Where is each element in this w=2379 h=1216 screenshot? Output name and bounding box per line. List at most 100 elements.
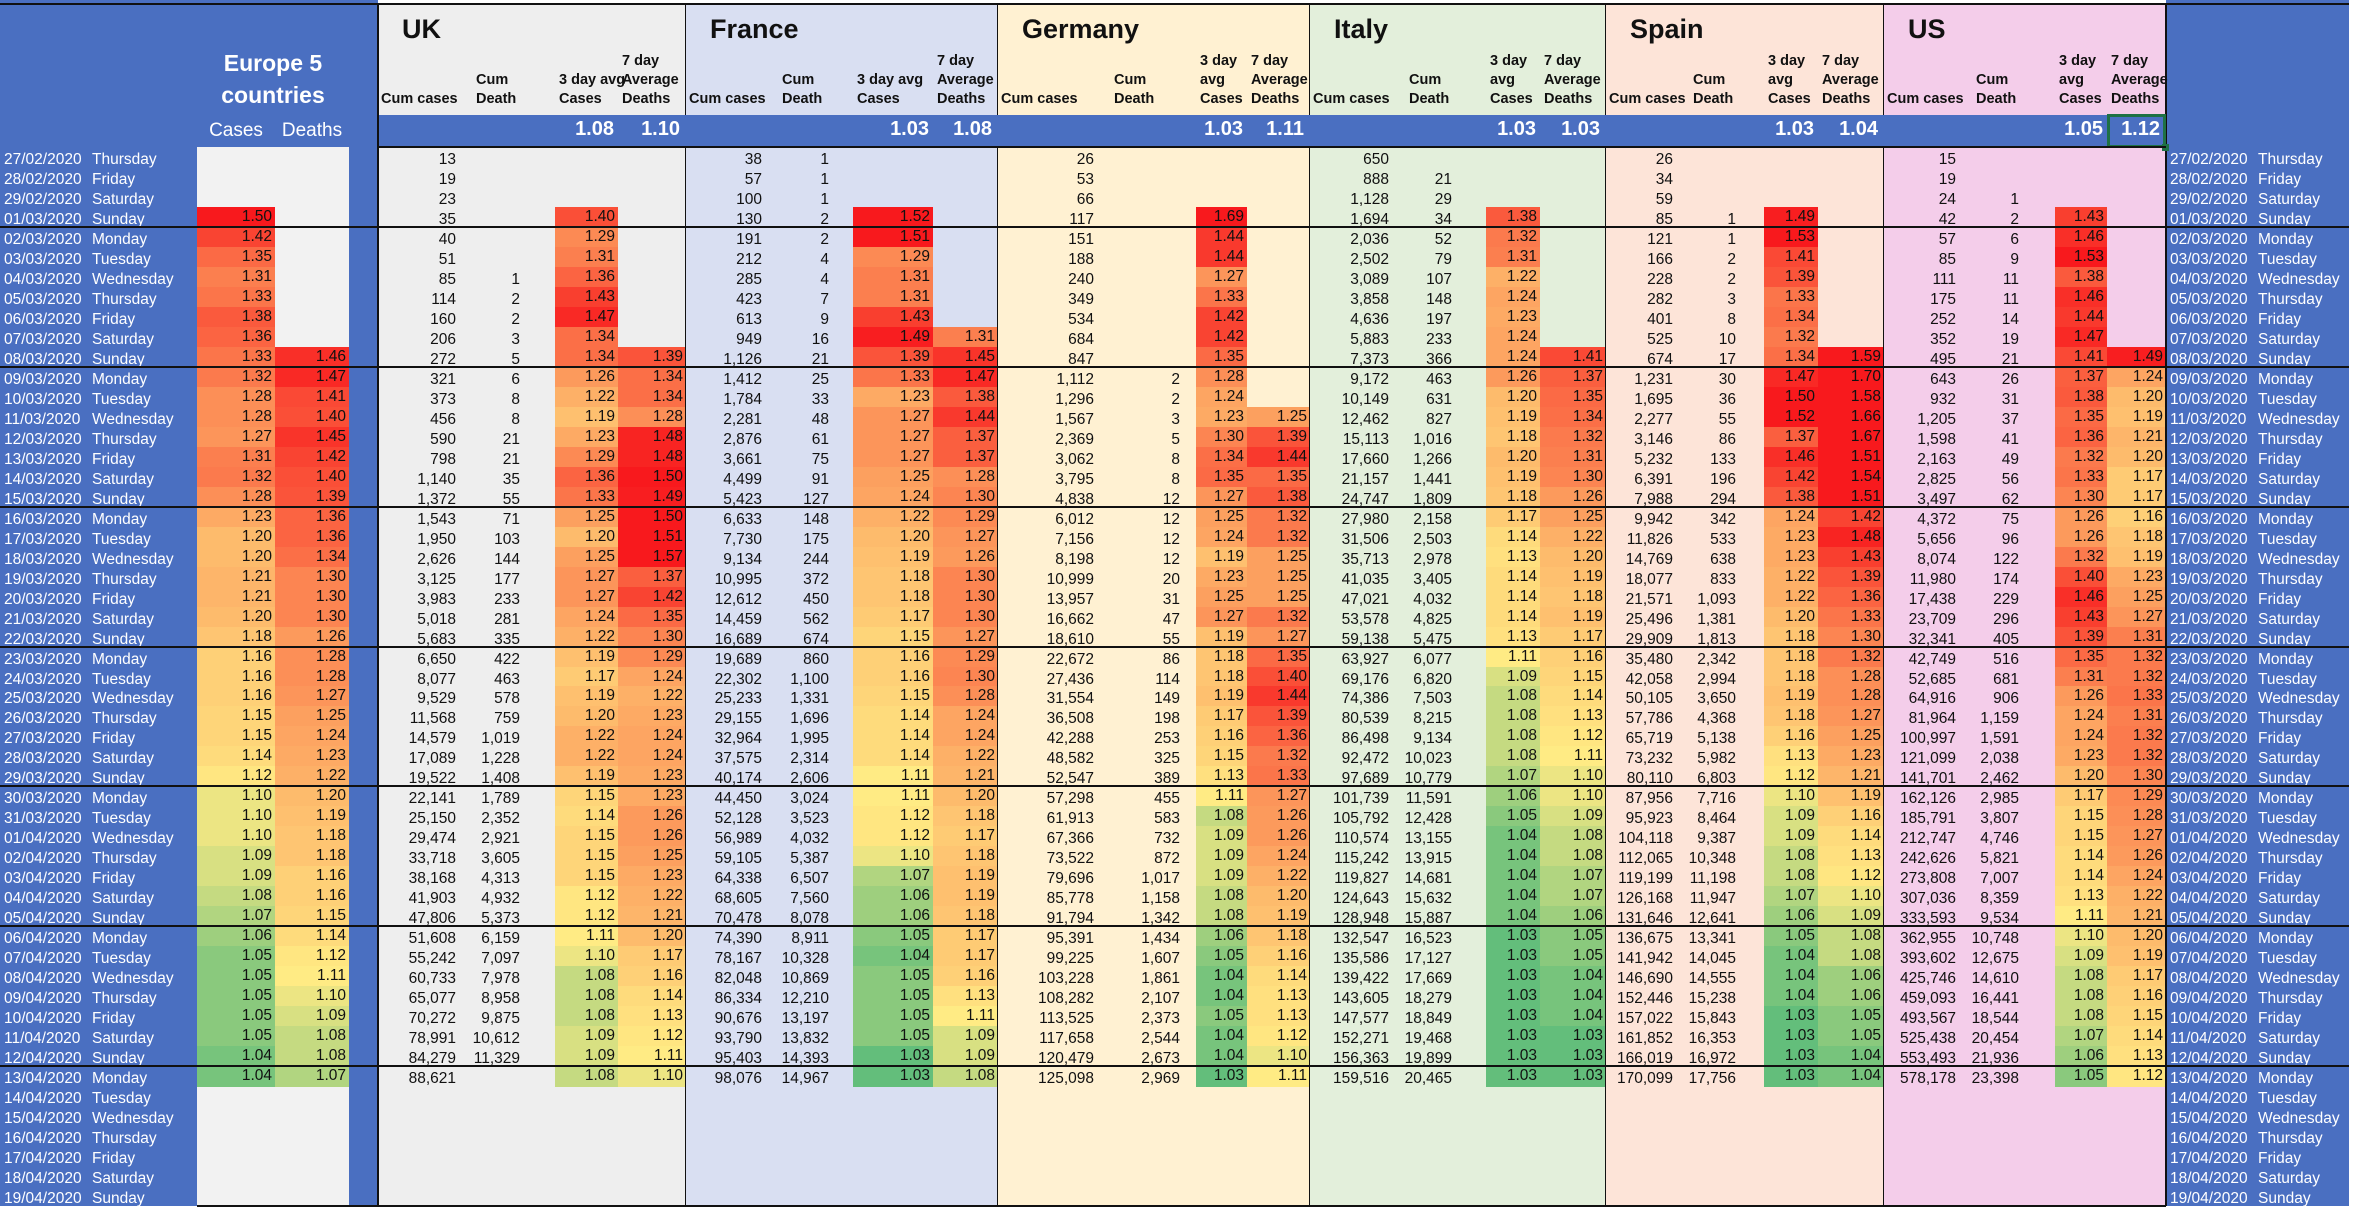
europe-deaths-cell[interactable]: 1.19 xyxy=(275,806,349,827)
italy-cum-cases-cell[interactable]: 128,948 xyxy=(1332,910,1389,928)
uk-cum-death-cell[interactable]: 281 xyxy=(494,610,520,628)
italy-cum-cases-cell[interactable]: 9,172 xyxy=(1350,370,1389,388)
uk-cum-cases-cell[interactable]: 3,983 xyxy=(417,590,456,608)
selected-cell-outline[interactable] xyxy=(2107,114,2166,148)
uk-cum-death-cell[interactable]: 6,159 xyxy=(481,930,520,948)
germany-cum-cases-cell[interactable]: 3,795 xyxy=(1055,470,1094,488)
france-avg7-cell[interactable] xyxy=(933,307,998,327)
germany-cum-cases-cell[interactable]: 349 xyxy=(1068,290,1094,308)
italy-avg7-cell[interactable]: 1.35 xyxy=(1540,386,1606,408)
france-cum-death-cell[interactable]: 9 xyxy=(820,310,829,328)
us-avg3-cell[interactable]: 1.06 xyxy=(2055,1046,2107,1067)
us-avg7-cell[interactable]: 1.15 xyxy=(2107,1006,2166,1027)
europe-cases-cell[interactable]: 1.05 xyxy=(197,946,275,967)
spain-cum-death-cell[interactable]: 16,972 xyxy=(1688,1050,1736,1068)
uk-cum-cases-cell[interactable]: 17,089 xyxy=(408,750,456,768)
germany-cum-cases-cell[interactable]: 48,582 xyxy=(1046,750,1094,768)
italy-avg7-cell[interactable]: 1.16 xyxy=(1540,646,1606,667)
europe-deaths-cell[interactable]: 1.22 xyxy=(275,766,349,787)
france-cum-cases-cell[interactable]: 1,126 xyxy=(723,350,762,368)
uk-cum-cases-cell[interactable]: 65,077 xyxy=(408,990,456,1008)
italy-avg7-cell[interactable]: 1.32 xyxy=(1540,426,1606,448)
europe-deaths-cell[interactable]: 1.11 xyxy=(275,966,349,987)
france-cum-death-cell[interactable]: 48 xyxy=(811,410,829,428)
italy-cum-death-cell[interactable]: 1,441 xyxy=(1413,470,1452,488)
spain-avg3-cell[interactable]: 1.39 xyxy=(1764,266,1818,288)
france-cum-cases-cell[interactable]: 93,790 xyxy=(714,1030,762,1048)
france-avg3-cell[interactable]: 1.11 xyxy=(853,786,933,807)
france-avg3-cell[interactable]: 1.17 xyxy=(853,606,933,628)
europe-deaths-cell[interactable]: 1.12 xyxy=(275,946,349,967)
uk-cum-death-cell[interactable]: 11,329 xyxy=(473,1050,520,1068)
germany-avg7-cell[interactable] xyxy=(1247,187,1310,207)
europe-deaths-cell[interactable]: 1.30 xyxy=(275,606,349,628)
germany-avg3-cell[interactable]: 1.27 xyxy=(1196,266,1247,288)
us-avg3-cell[interactable]: 1.46 xyxy=(2055,286,2107,308)
europe-cases-cell[interactable]: 1.33 xyxy=(197,346,275,368)
us-cum-cases-cell[interactable]: 17,438 xyxy=(1908,590,1956,608)
germany-avg3-cell[interactable]: 1.27 xyxy=(1196,486,1247,508)
france-avg3-cell[interactable]: 1.43 xyxy=(853,306,933,328)
france-avg7-cell[interactable]: 1.29 xyxy=(933,506,998,528)
france-cum-death-cell[interactable]: 7,560 xyxy=(790,890,829,908)
spain-avg7-cell[interactable]: 1.08 xyxy=(1818,926,1884,947)
germany-avg7-cell[interactable]: 1.18 xyxy=(1247,926,1310,947)
france-cum-cases-cell[interactable]: 14,459 xyxy=(714,610,762,628)
france-cum-death-cell[interactable]: 61 xyxy=(811,430,829,448)
us-avg7-cell[interactable] xyxy=(2107,147,2166,167)
spain-cum-death-cell[interactable]: 196 xyxy=(1710,470,1736,488)
us-avg7-cell[interactable]: 1.19 xyxy=(2107,946,2166,967)
germany-cum-cases-cell[interactable]: 91,794 xyxy=(1046,910,1094,928)
italy-cum-cases-cell[interactable]: 21,157 xyxy=(1341,470,1389,488)
us-cum-death-cell[interactable]: 405 xyxy=(1993,630,2019,648)
italy-avg3-cell[interactable]: 1.03 xyxy=(1486,926,1540,947)
germany-avg3-cell[interactable]: 1.28 xyxy=(1196,366,1247,388)
france-cum-cases-cell[interactable]: 191 xyxy=(736,230,762,248)
italy-avg7-cell[interactable]: 1.06 xyxy=(1540,906,1606,927)
italy-cum-death-cell[interactable]: 827 xyxy=(1426,410,1452,428)
spain-cum-death-cell[interactable]: 133 xyxy=(1710,450,1736,468)
italy-avg3-cell[interactable]: 1.18 xyxy=(1486,426,1540,448)
italy-cum-death-cell[interactable]: 107 xyxy=(1426,270,1452,288)
italy-avg7-cell[interactable]: 1.13 xyxy=(1540,706,1606,727)
italy-cum-cases-cell[interactable]: 15,113 xyxy=(1342,430,1389,448)
europe-deaths-cell[interactable]: 1.18 xyxy=(275,826,349,847)
europe-deaths-cell[interactable]: 1.09 xyxy=(275,1006,349,1027)
uk-cum-cases-cell[interactable]: 19,522 xyxy=(408,770,456,788)
italy-cum-cases-cell[interactable]: 59,138 xyxy=(1341,630,1389,648)
germany-avg3-cell[interactable]: 1.35 xyxy=(1196,346,1247,368)
spain-avg3-cell[interactable]: 1.04 xyxy=(1764,966,1818,987)
us-avg7-cell[interactable]: 1.30 xyxy=(2107,766,2166,787)
spain-avg3-cell[interactable] xyxy=(1764,167,1818,187)
germany-cum-cases-cell[interactable]: 847 xyxy=(1068,350,1094,368)
spain-avg7-cell[interactable] xyxy=(1818,287,1884,307)
france-avg7-cell[interactable]: 1.29 xyxy=(933,646,998,667)
us-avg3-cell[interactable]: 1.40 xyxy=(2055,566,2107,588)
europe-cases-cell[interactable]: 1.14 xyxy=(197,746,275,767)
us-avg3-cell[interactable]: 1.26 xyxy=(2055,506,2107,528)
europe-cases-cell[interactable]: 1.04 xyxy=(197,1066,275,1087)
spain-avg3-cell[interactable]: 1.03 xyxy=(1764,1066,1818,1087)
us-cum-death-cell[interactable]: 2,462 xyxy=(1980,770,2019,788)
uk-avg7-cell[interactable]: 1.57 xyxy=(618,546,686,568)
italy-avg3-cell[interactable]: 1.09 xyxy=(1486,666,1540,687)
uk-cum-cases-cell[interactable]: 29,474 xyxy=(408,830,456,848)
us-avg3-cell[interactable] xyxy=(2055,147,2107,167)
germany-avg7-cell[interactable]: 1.38 xyxy=(1247,486,1310,508)
uk-avg3-cell[interactable]: 1.10 xyxy=(555,946,618,967)
italy-avg3-cell[interactable]: 1.03 xyxy=(1486,1066,1540,1087)
germany-avg3-cell[interactable]: 1.08 xyxy=(1196,806,1247,827)
us-cum-cases-cell[interactable]: 162,126 xyxy=(1899,790,1956,808)
italy-cum-death-cell[interactable]: 19,468 xyxy=(1404,1030,1452,1048)
italy-cum-cases-cell[interactable]: 80,539 xyxy=(1341,710,1389,728)
spain-avg3-cell[interactable]: 1.32 xyxy=(1764,326,1818,348)
us-cum-cases-cell[interactable]: 8,074 xyxy=(1917,550,1956,568)
uk-cum-death-cell[interactable]: 6 xyxy=(511,370,520,388)
spain-avg3-cell[interactable]: 1.37 xyxy=(1764,426,1818,448)
italy-cum-cases-cell[interactable]: 3,858 xyxy=(1350,290,1389,308)
italy-cum-death-cell[interactable]: 366 xyxy=(1426,350,1452,368)
france-avg7-cell[interactable] xyxy=(933,187,998,207)
germany-cum-death-cell[interactable]: 8 xyxy=(1171,470,1180,488)
spain-cum-cases-cell[interactable]: 3,146 xyxy=(1634,430,1673,448)
us-avg3-cell[interactable] xyxy=(2055,187,2107,207)
